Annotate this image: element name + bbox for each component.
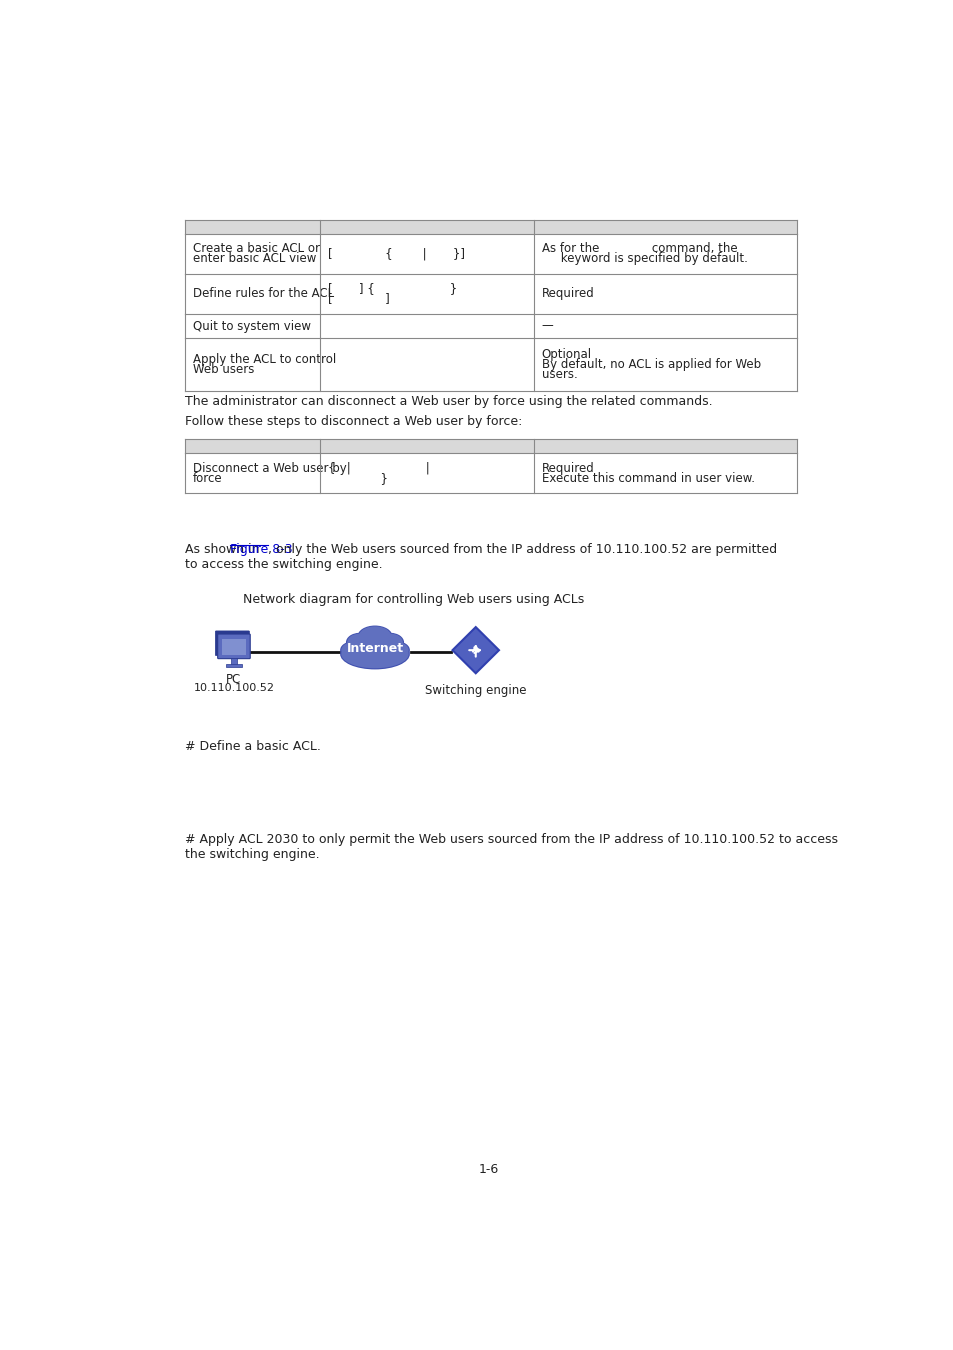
Ellipse shape <box>341 640 408 668</box>
Text: the switching engine.: the switching engine. <box>185 848 319 861</box>
Bar <box>185 339 797 390</box>
FancyBboxPatch shape <box>215 630 249 656</box>
Text: [              {        |       }]: [ { | }] <box>327 247 464 261</box>
Text: # Define a basic ACL.: # Define a basic ACL. <box>185 740 320 752</box>
Text: Required: Required <box>541 462 594 475</box>
Text: Network diagram for controlling Web users using ACLs: Network diagram for controlling Web user… <box>243 593 584 606</box>
Bar <box>226 664 241 667</box>
Bar <box>185 439 797 454</box>
Text: The administrator can disconnect a Web user by force using the related commands.: The administrator can disconnect a Web u… <box>185 394 712 408</box>
Text: Required: Required <box>541 288 594 300</box>
Text: 1-6: 1-6 <box>478 1162 498 1176</box>
Ellipse shape <box>376 633 404 652</box>
Ellipse shape <box>347 633 372 651</box>
Ellipse shape <box>358 626 391 647</box>
Ellipse shape <box>346 633 373 652</box>
Text: enter basic ACL view: enter basic ACL view <box>193 252 315 265</box>
Text: users.: users. <box>541 369 577 381</box>
Text: to access the switching engine.: to access the switching engine. <box>185 558 382 571</box>
Ellipse shape <box>377 633 402 651</box>
Polygon shape <box>452 628 498 674</box>
Text: —: — <box>541 320 553 332</box>
Bar <box>185 313 797 339</box>
Bar <box>185 454 797 493</box>
Ellipse shape <box>386 641 410 659</box>
Text: [       ] {                    }: [ ] { } <box>327 282 456 296</box>
Text: Web users: Web users <box>193 363 254 377</box>
Ellipse shape <box>341 643 362 657</box>
Text: Apply the ACL to control: Apply the ACL to control <box>193 352 335 366</box>
Text: [              ]: [ ] <box>327 292 389 305</box>
Bar <box>185 274 797 313</box>
Bar <box>185 234 797 274</box>
Ellipse shape <box>340 641 363 659</box>
Ellipse shape <box>340 639 410 670</box>
Text: }: } <box>327 471 387 485</box>
Text: Define rules for the ACL: Define rules for the ACL <box>193 288 334 300</box>
Text: Figure 8-3: Figure 8-3 <box>230 543 293 556</box>
Text: force: force <box>193 471 222 485</box>
Text: Quit to system view: Quit to system view <box>193 320 311 332</box>
Text: As shown in: As shown in <box>185 543 263 556</box>
Text: 10.110.100.52: 10.110.100.52 <box>193 683 274 693</box>
Text: Create a basic ACL or: Create a basic ACL or <box>193 242 319 255</box>
Ellipse shape <box>387 643 408 657</box>
Text: Internet: Internet <box>346 643 403 655</box>
Text: As for the              command, the: As for the command, the <box>541 242 737 255</box>
Bar <box>185 220 797 234</box>
Text: Execute this command in user view.: Execute this command in user view. <box>541 471 754 485</box>
Bar <box>231 657 236 666</box>
Text: , only the Web users sourced from the IP address of 10.110.100.52 are permitted: , only the Web users sourced from the IP… <box>268 543 776 556</box>
Text: Optional: Optional <box>541 348 592 360</box>
Text: # Apply ACL 2030 to only permit the Web users sourced from the IP address of 10.: # Apply ACL 2030 to only permit the Web … <box>185 833 838 846</box>
Text: PC: PC <box>226 674 241 686</box>
Ellipse shape <box>357 625 392 647</box>
Bar <box>222 640 245 655</box>
Text: Follow these steps to disconnect a Web user by force:: Follow these steps to disconnect a Web u… <box>185 414 522 428</box>
Text: Disconnect a Web user by: Disconnect a Web user by <box>193 462 346 475</box>
Text: {   |                    |: { | | <box>327 462 429 475</box>
Text: keyword is specified by default.: keyword is specified by default. <box>541 252 747 265</box>
Text: Switching engine: Switching engine <box>424 684 526 697</box>
FancyBboxPatch shape <box>217 634 250 659</box>
Text: By default, no ACL is applied for Web: By default, no ACL is applied for Web <box>541 358 760 371</box>
